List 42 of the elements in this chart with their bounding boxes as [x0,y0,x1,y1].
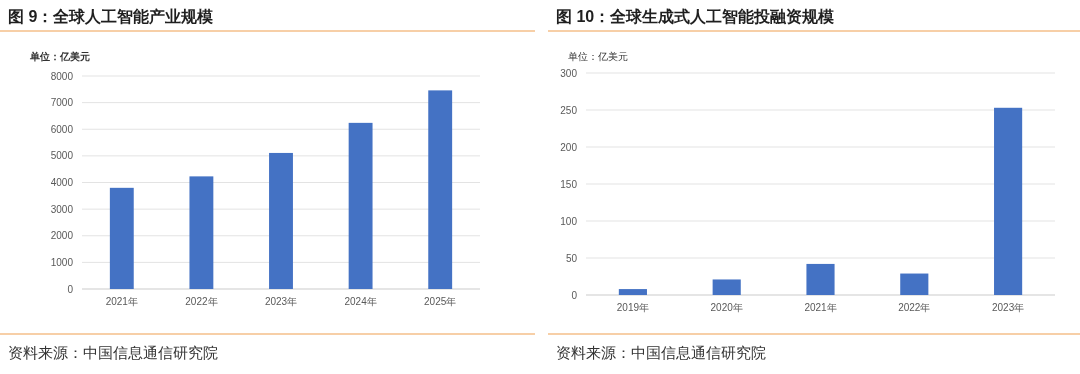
y-tick-label: 100 [560,215,578,227]
bar [189,176,214,289]
text: 资料来源：中国信息通信研究院 [556,344,766,361]
bar [618,289,647,295]
bar [109,187,134,289]
y-tick-label: 50 [565,252,578,264]
bar [348,122,373,289]
y-tick-label: 300 [560,67,578,79]
x-tick-label: 2020年 [710,302,743,313]
y-tick-label: 200 [560,141,578,153]
y-axis-title: 单位：亿美元 [29,51,90,62]
y-axis-title: 单位：亿美元 [568,51,628,62]
x-tick-label: 2025年 [424,296,457,307]
chart-title: 图 9：全球人工智能产业规模 [8,8,214,25]
x-tick-label: 2021年 [105,296,138,307]
x-tick-label: 2024年 [344,296,377,307]
chart-title: 图 10：全球生成式人工智能投融资规模 [556,8,835,25]
y-tick-label: 150 [560,178,578,190]
x-tick-label: 2022年 [185,296,218,307]
y-tick-label: 1000 [50,256,74,268]
bar [428,90,453,289]
y-tick-label: 5000 [50,150,74,162]
text: 资料来源：中国信息通信研究院 [8,344,218,361]
y-tick-label: 0 [571,289,578,301]
y-tick-label: 0 [67,283,74,295]
bar [994,107,1023,295]
x-tick-label: 2023年 [991,302,1025,313]
y-tick-label: 3000 [50,203,74,215]
y-tick-label: 250 [560,104,578,116]
x-tick-label: 2023年 [264,296,298,307]
x-tick-label: 2021年 [804,302,837,313]
y-tick-label: 6000 [50,123,74,135]
bar [806,263,835,295]
bar [900,273,929,295]
y-tick-label: 4000 [50,177,74,188]
bar [269,152,293,289]
x-tick-label: 2019年 [616,302,650,313]
y-tick-label: 7000 [50,97,74,109]
bar [712,279,741,295]
y-tick-label: 2000 [50,230,74,242]
y-tick-label: 8000 [50,70,74,82]
x-tick-label: 2022年 [898,302,931,313]
